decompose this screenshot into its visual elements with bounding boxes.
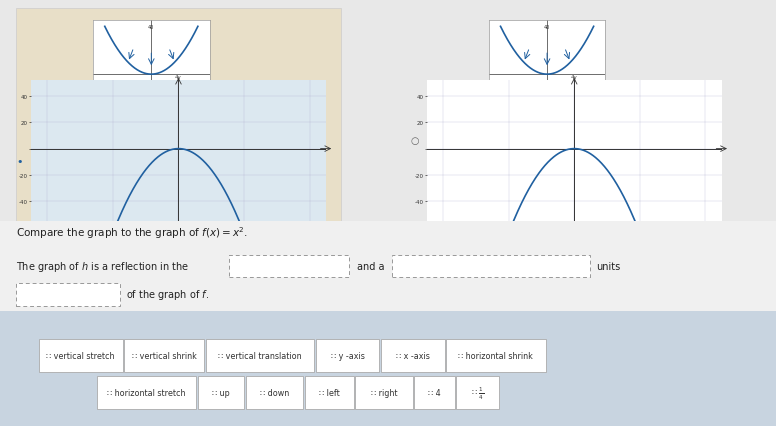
Text: ∷ horizontal stretch: ∷ horizontal stretch — [107, 388, 186, 397]
Text: ∷ vertical translation: ∷ vertical translation — [218, 351, 302, 360]
Text: ○: ○ — [411, 135, 419, 146]
Text: ∷ 4: ∷ 4 — [428, 388, 441, 397]
Text: and a: and a — [357, 261, 384, 271]
Text: of the graph of $f$.: of the graph of $f$. — [126, 288, 210, 302]
Text: ∷ down: ∷ down — [260, 388, 289, 397]
Text: •: • — [16, 157, 23, 167]
Text: 4y: 4y — [175, 75, 182, 80]
Text: 40: 40 — [148, 25, 154, 30]
Text: ∷ y -axis: ∷ y -axis — [331, 351, 365, 360]
Text: 40: 40 — [544, 25, 550, 30]
Text: The graph of $h$ is a reflection in the: The graph of $h$ is a reflection in the — [16, 259, 189, 273]
Text: ∷ horizontal shrink: ∷ horizontal shrink — [459, 351, 533, 360]
Text: ∷ x -axis: ∷ x -axis — [396, 351, 430, 360]
Text: ∷ up: ∷ up — [213, 388, 230, 397]
Text: ∷ vertical stretch: ∷ vertical stretch — [47, 351, 115, 360]
Text: ∷ left: ∷ left — [319, 388, 340, 397]
Text: 4y: 4y — [571, 75, 577, 80]
Text: units: units — [596, 261, 620, 271]
Text: Compare the graph to the graph of $f(x)=x^2$.: Compare the graph to the graph of $f(x)=… — [16, 224, 248, 240]
Text: ∷ $\frac{1}{4}$: ∷ $\frac{1}{4}$ — [471, 385, 484, 401]
Text: ∷ right: ∷ right — [371, 388, 397, 397]
Text: ∷ vertical shrink: ∷ vertical shrink — [132, 351, 196, 360]
